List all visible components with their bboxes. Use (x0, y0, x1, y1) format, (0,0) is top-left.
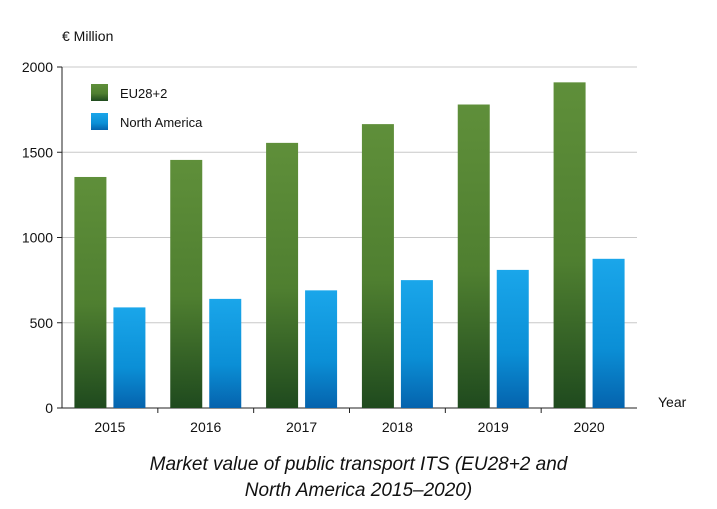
tick-labels: 0 500 1000 1500 2000 2015 2016 2017 2018 2019 2020 (22, 59, 605, 435)
figure-caption: Market value of public transport ITS (EU… (0, 452, 717, 504)
legend-label-eu28: EU28+2 (120, 86, 167, 101)
bar-eu28 (266, 142, 299, 408)
bar-north-america (209, 298, 242, 408)
x-tick-label: 2015 (94, 419, 125, 435)
legend-swatch-north-america (91, 113, 108, 130)
bar-north-america (113, 307, 146, 408)
bar-eu28 (553, 82, 586, 408)
y-tick-label: 1500 (22, 144, 53, 160)
y-tick-label: 1000 (22, 230, 53, 246)
bar-eu28 (170, 159, 203, 408)
grid-lines (62, 66, 637, 324)
y-tick-label: 0 (45, 400, 53, 416)
x-tick-label: 2020 (574, 419, 605, 435)
caption-line-1: Market value of public transport ITS (EU… (149, 454, 568, 475)
bar-eu28 (74, 176, 107, 408)
axes (57, 66, 637, 413)
bar-eu28 (457, 104, 490, 408)
legend-swatch-eu28 (91, 84, 108, 101)
x-axis-label: Year (658, 394, 687, 410)
bar-north-america (305, 290, 338, 408)
bar-north-america (400, 280, 433, 408)
legend: EU28+2 North America (91, 84, 203, 130)
x-tick-label: 2016 (190, 419, 221, 435)
y-tick-label: 500 (30, 315, 54, 331)
x-tick-label: 2019 (478, 419, 509, 435)
bar-north-america (496, 269, 529, 408)
chart: 0 500 1000 1500 2000 2015 2016 2017 2018 2019 2020… (22, 28, 687, 435)
y-axis-label: € Million (62, 28, 113, 44)
x-tick-label: 2018 (382, 419, 413, 435)
legend-label-north-america: North America (120, 115, 203, 130)
y-tick-label: 2000 (22, 59, 53, 75)
bar-eu28 (361, 124, 394, 409)
bar-north-america (592, 258, 625, 408)
caption-line-2: North America 2015–2020) (244, 480, 473, 501)
bars (74, 82, 625, 409)
x-tick-label: 2017 (286, 419, 317, 435)
